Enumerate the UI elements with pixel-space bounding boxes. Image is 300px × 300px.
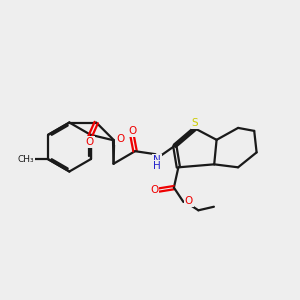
- Text: O: O: [116, 134, 124, 144]
- Text: O: O: [150, 185, 159, 195]
- Text: CH₃: CH₃: [18, 155, 34, 164]
- Text: O: O: [128, 126, 136, 136]
- Text: O: O: [185, 196, 193, 206]
- Text: O: O: [85, 137, 94, 147]
- Text: N: N: [153, 154, 161, 165]
- Text: S: S: [192, 118, 198, 128]
- Text: H: H: [153, 160, 161, 170]
